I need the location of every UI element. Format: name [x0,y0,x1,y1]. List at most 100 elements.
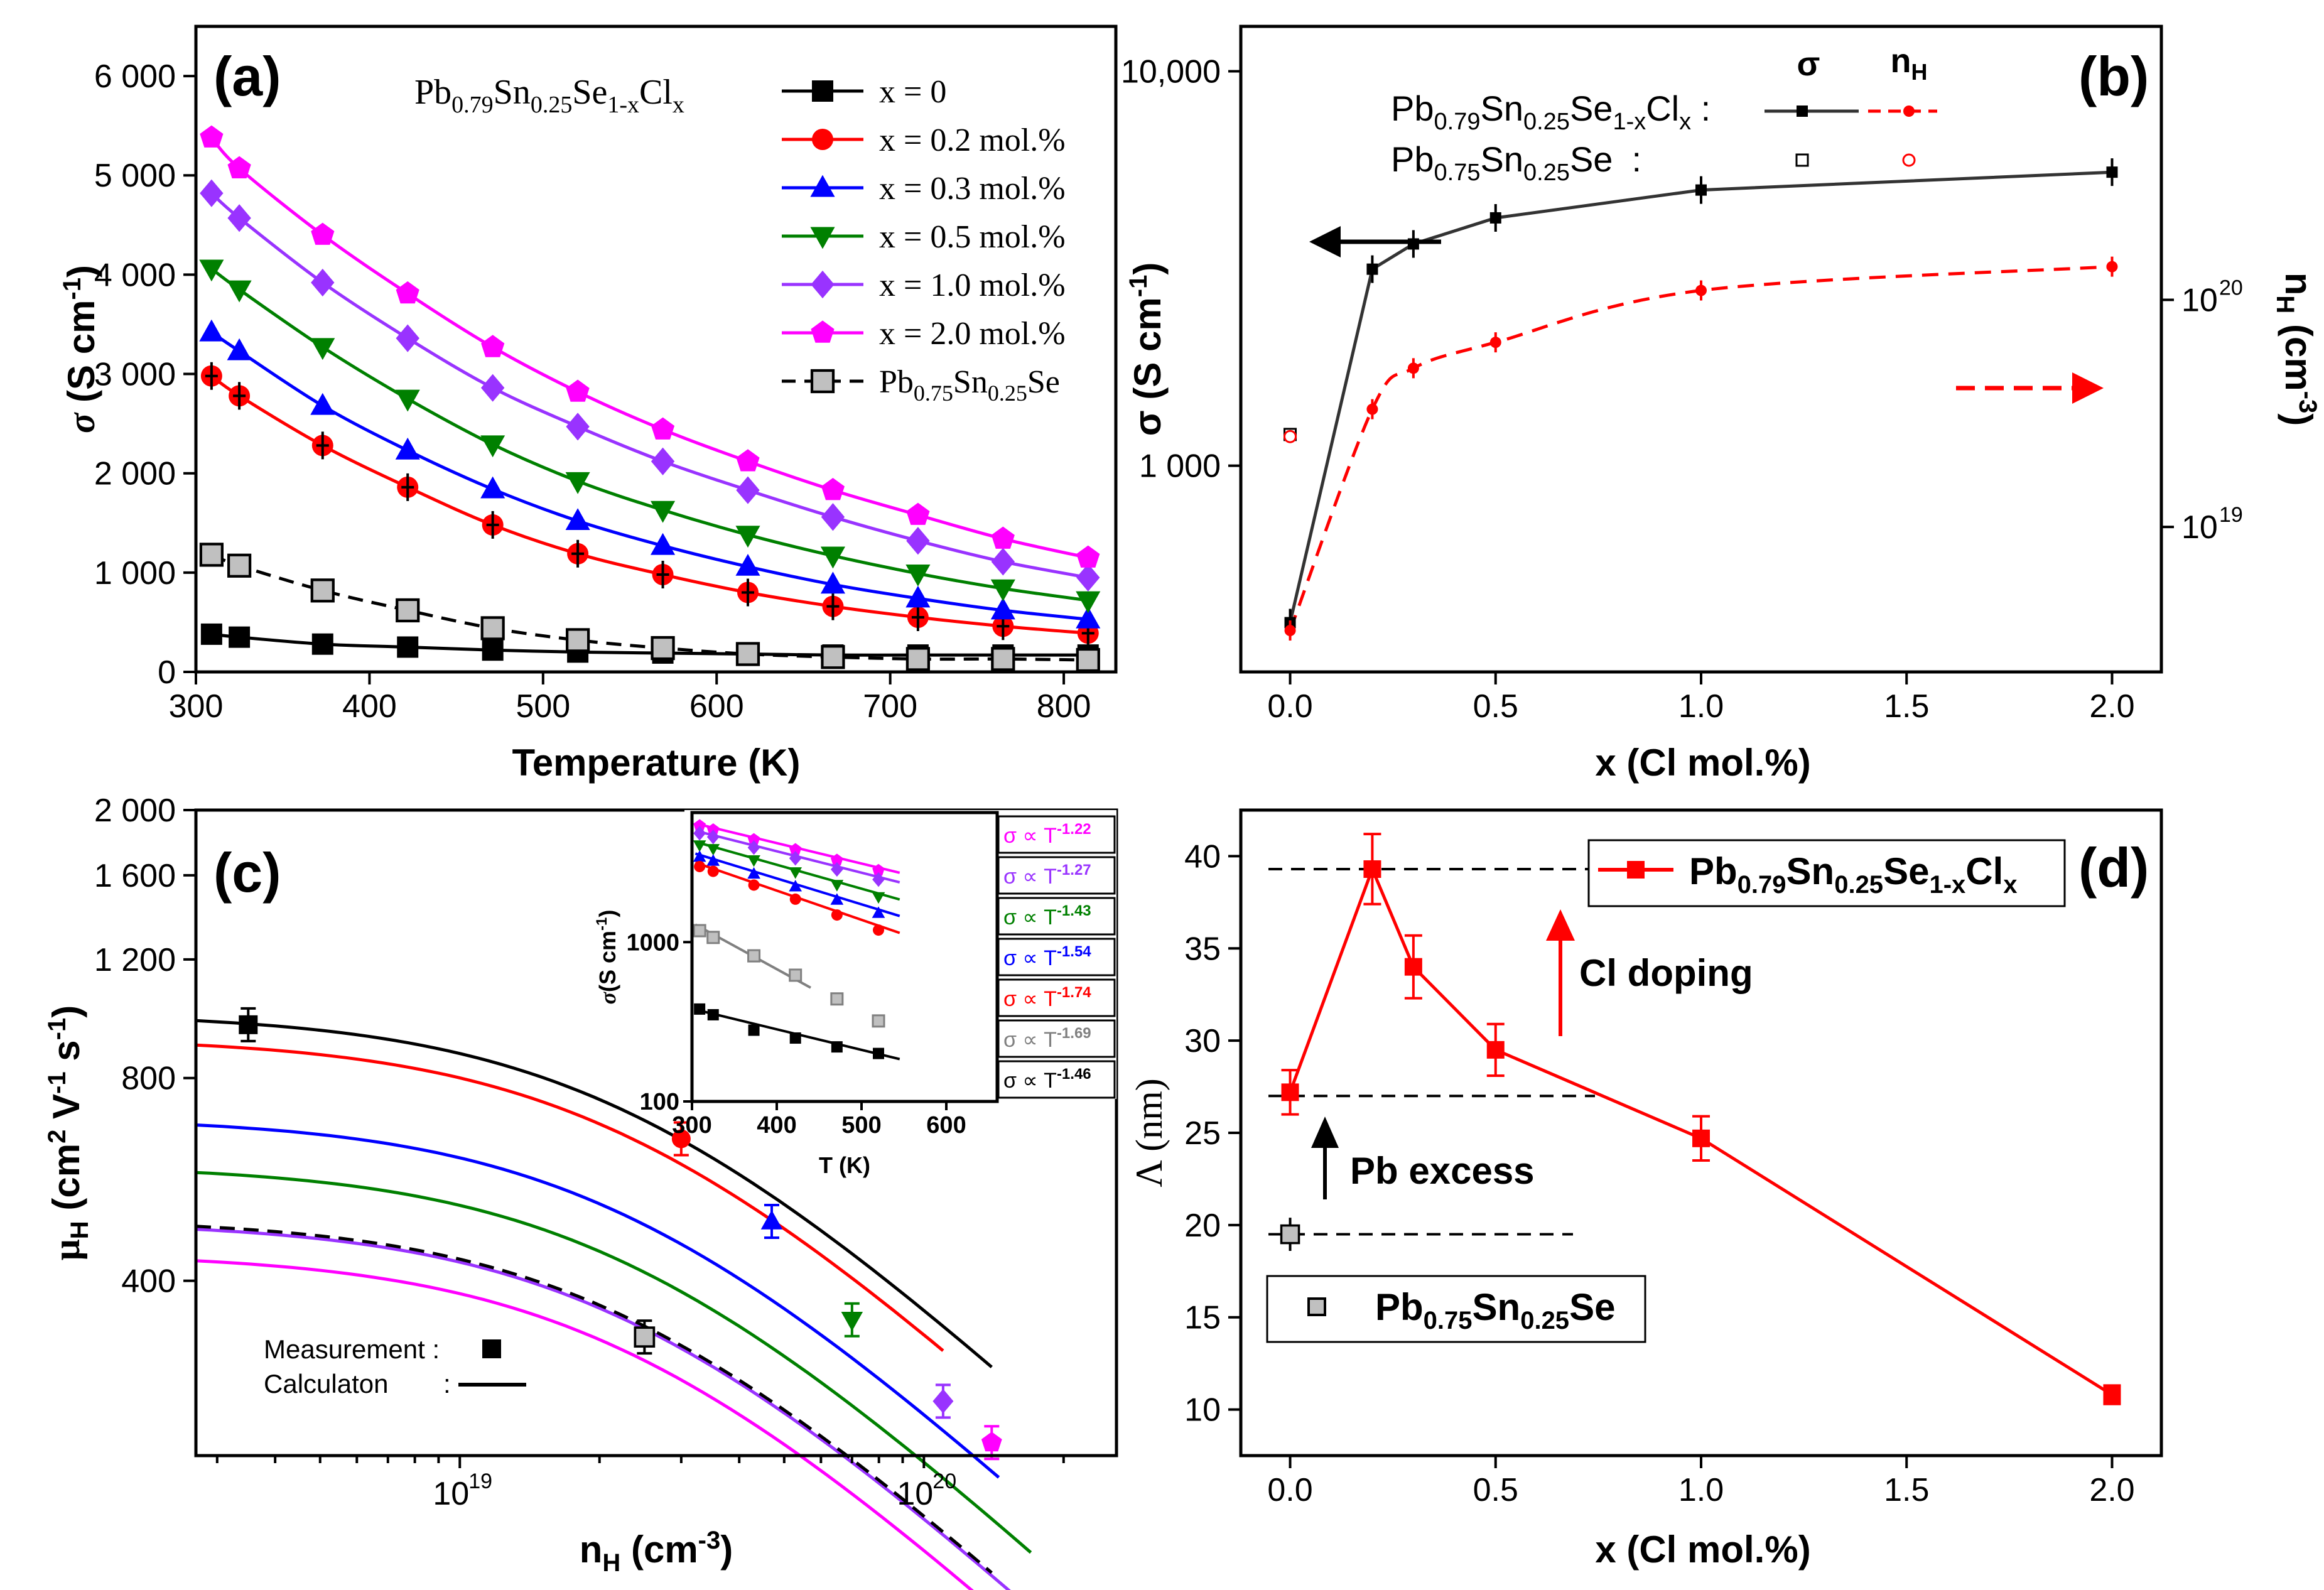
inset-x-tick-label: 600 [926,1112,966,1138]
data-point [736,476,760,504]
data-point [735,553,760,576]
measurement-point [634,1326,656,1348]
data-point [565,508,590,531]
data-point [1076,606,1101,629]
inset-fit-exponent: -1.54 [1057,943,1091,960]
data-point [480,374,505,402]
measurement-point [671,1129,691,1149]
inset-x-tick-label: 500 [841,1112,881,1138]
data-point [651,417,675,440]
inset-fit-exponent: -1.69 [1057,1025,1091,1042]
panel-d: 0.0 0.5 1.0 1.5 2.0 10 15 20 25 30 35 40 (d) Pb0.79… [1128,808,2163,1571]
legend-col-nH: nH [1891,42,1928,85]
inset-point [831,909,843,921]
data-point [566,379,590,402]
panel-c-legend: Measurement : Calculaton : [264,1334,526,1398]
lambda-point [1281,1083,1299,1101]
sigma-line [1289,170,2112,624]
y-tick-label-right: 10 [2181,509,2218,546]
y-tick-label: 15 [1184,1300,1221,1336]
inset-point [747,855,760,867]
data-point [481,335,505,357]
panel-a-xlabel: Temperature (K) [512,742,801,784]
legend-marker [811,270,835,299]
inset-fit-exponent: -1.27 [1057,862,1091,879]
inset-point [872,872,885,887]
data-point [905,564,931,587]
inset-fit-box [997,1019,1116,1058]
inset-point [748,1024,760,1036]
legend-sigma-marker [1797,105,1808,117]
inset-point [707,1009,719,1020]
nH-point [1366,403,1378,415]
y-tick-label: 5 000 [94,158,176,194]
calc-curve-3 [195,1171,1032,1554]
inset-point [872,906,885,918]
y-tick-label: 1 200 [94,942,176,978]
legend-marker [810,369,835,394]
legend-label: x = 1.0 mol.% [879,268,1066,303]
data-point [200,623,222,645]
x-tick-label: 1.0 [1678,688,1724,725]
inset-point [747,840,760,855]
data-point [311,268,335,297]
inset-point [872,863,885,876]
ref-point [1280,1224,1300,1245]
sigma-point [1366,263,1378,275]
y-tick-label: 3 000 [94,357,176,393]
data-point [1076,591,1101,614]
data-point [1076,563,1100,592]
x-tick-label: 2.0 [2089,1472,2134,1508]
measurement-point [932,1388,954,1414]
x-tick-label: 10 [897,1476,933,1512]
legend-label: x = 0 [879,74,946,110]
inset-fit-box [997,897,1116,936]
inset-point [706,844,720,856]
data-point [396,324,419,352]
inset-point [706,931,720,944]
data-point [821,503,845,531]
nH-line [1289,265,2112,631]
legend-ref-label: Pb0.75Sn0.25Se: [1391,139,1641,186]
inset-point [706,823,720,835]
data-point [820,571,845,594]
legend-label: x = 0.2 mol.% [879,122,1066,158]
legend-ref-nH-marker [1902,153,1916,167]
inset-point [789,880,803,892]
lambda-point [1486,1041,1505,1059]
data-point [199,319,224,342]
x-tick-label: 0.5 [1473,688,1518,725]
inset-x-tick-label: 400 [757,1112,796,1138]
y-tick-label: 25 [1184,1115,1221,1152]
data-point [566,413,590,441]
inset-point [872,892,885,904]
data-point [199,259,224,282]
data-point [199,543,224,567]
x-tick-label: 1.0 [1678,1472,1724,1508]
y-tick-label: 800 [121,1061,176,1097]
inset-y-tick-label: 100 [640,1089,679,1115]
y-tick-label: 2 000 [94,792,176,829]
legend-measurement-label: Measurement : [264,1334,440,1364]
annotation-pb-excess: Pb excess [1311,1117,1535,1199]
x-tick-label: 600 [689,688,744,725]
measurement-point [841,1312,863,1331]
data-point [906,502,930,525]
y-tick-label: 1 000 [94,555,176,592]
sigma-point [2106,166,2118,178]
inset-point [789,851,802,866]
inset-point [707,865,719,877]
inset-point [693,826,706,841]
svg-text:Cl doping: Cl doping [1579,952,1753,994]
inset-point [694,860,706,872]
series-line-6 [210,553,1088,662]
y-tick-label: 1 600 [94,858,176,894]
data-point [1076,647,1100,673]
inset-fit-exponent: -1.43 [1057,902,1091,919]
data-point [990,597,1015,620]
y-tick-label-left: 10,000 [1121,54,1221,90]
y-tick-label: 6 000 [94,58,176,95]
calc-curve-4 [195,1228,1011,1590]
data-point [651,533,676,555]
